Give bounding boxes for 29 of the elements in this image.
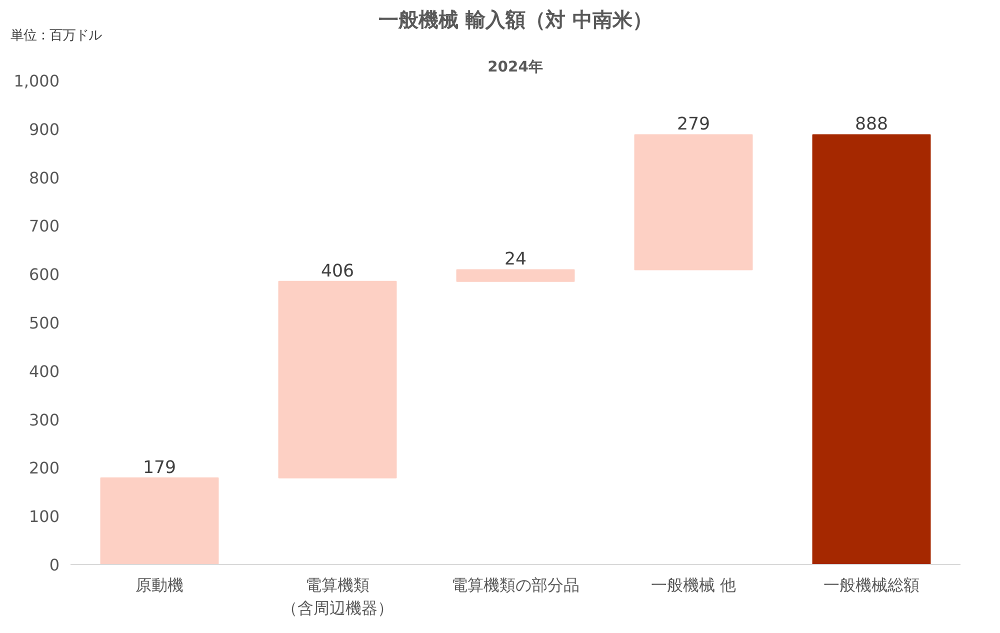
y-tick-label: 500	[28, 314, 60, 332]
x-tick-label: 電算機類の部分品	[452, 576, 580, 594]
x-tick-label: 一般機械総額	[824, 576, 920, 594]
y-tick-label: 600	[28, 265, 60, 284]
data-label: 888	[854, 114, 888, 135]
y-tick-label: 300	[28, 410, 60, 430]
x-tick-label: 原動機	[136, 576, 184, 594]
bar	[812, 134, 931, 564]
y-tick-label: 400	[28, 362, 60, 381]
y-tick-label: 700	[28, 216, 60, 236]
y-tick-label: 100	[28, 507, 60, 526]
text: 単位：百万ドル	[10, 28, 102, 44]
bar	[456, 269, 575, 282]
chart-title: 一般機械 輸入額（対 中南米）	[378, 8, 652, 32]
y-tick-label: 200	[28, 458, 60, 478]
data-label: 24	[504, 250, 527, 270]
x-tick-label: 電算機類（含周辺機器）	[282, 576, 394, 618]
data-label: 179	[142, 458, 176, 478]
y-tick-label: 1,000	[14, 72, 60, 90]
bar	[100, 477, 219, 564]
x-tick-label: 一般機械 他	[650, 576, 736, 594]
chart-subtitle: 2024年	[488, 58, 544, 76]
y-tick-label: 800	[28, 168, 60, 188]
data-label: 406	[320, 261, 354, 282]
y-tick-label: 0	[49, 556, 60, 574]
y-tick-label: 900	[28, 120, 60, 139]
bar	[634, 134, 753, 270]
bar	[278, 280, 397, 478]
data-label: 279	[676, 114, 710, 135]
